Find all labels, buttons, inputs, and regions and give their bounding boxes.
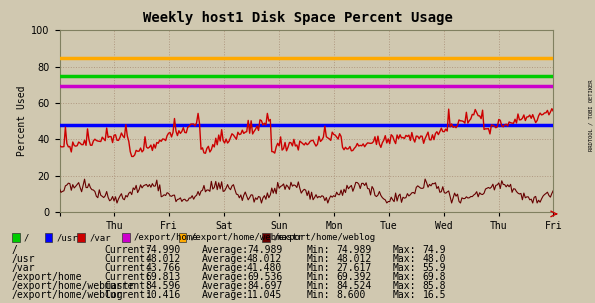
Text: 43.766: 43.766 [146,263,181,273]
Text: Max:: Max: [393,281,416,291]
Text: 74.9: 74.9 [422,245,446,255]
Text: Average:: Average: [202,263,249,273]
Text: 11.045: 11.045 [247,290,282,301]
Text: 10.416: 10.416 [146,290,181,301]
Text: /export/home: /export/home [12,272,82,282]
Text: 74.989: 74.989 [247,245,282,255]
Text: 84.524: 84.524 [336,281,371,291]
Text: Average:: Average: [202,245,249,255]
Text: 74.989: 74.989 [336,245,371,255]
Text: /: / [12,245,18,255]
Text: Min:: Min: [306,272,330,282]
Text: Weekly host1 Disk Space Percent Usage: Weekly host1 Disk Space Percent Usage [143,11,452,25]
Text: /usr: /usr [57,233,78,242]
Text: 16.5: 16.5 [422,290,446,301]
Text: 55.9: 55.9 [422,263,446,273]
Text: 84.596: 84.596 [146,281,181,291]
Text: Min:: Min: [306,254,330,264]
Text: 85.8: 85.8 [422,281,446,291]
Text: Max:: Max: [393,245,416,255]
Text: Min:: Min: [306,245,330,255]
Text: 48.012: 48.012 [247,254,282,264]
Text: 69.536: 69.536 [247,272,282,282]
Text: /var: /var [89,233,111,242]
Text: Max:: Max: [393,254,416,264]
Text: RRDTOOL / TOBI OETIKER: RRDTOOL / TOBI OETIKER [588,79,593,151]
Text: 8.600: 8.600 [336,290,365,301]
Text: 84.697: 84.697 [247,281,282,291]
Text: Min:: Min: [306,281,330,291]
Text: Current:: Current: [104,254,151,264]
Text: Current:: Current: [104,245,151,255]
Text: Current:: Current: [104,272,151,282]
Text: 48.012: 48.012 [146,254,181,264]
Text: 41.480: 41.480 [247,263,282,273]
Text: Average:: Average: [202,272,249,282]
Text: Max:: Max: [393,272,416,282]
Text: Average:: Average: [202,290,249,301]
Text: /export/home/webmastr: /export/home/webmastr [190,233,303,242]
Text: 74.990: 74.990 [146,245,181,255]
Text: /export/home: /export/home [134,233,198,242]
Text: Min:: Min: [306,290,330,301]
Text: Min:: Min: [306,263,330,273]
Text: 48.0: 48.0 [422,254,446,264]
Text: 69.813: 69.813 [146,272,181,282]
Text: 69.392: 69.392 [336,272,371,282]
Text: Current:: Current: [104,290,151,301]
Text: Max:: Max: [393,290,416,301]
Y-axis label: Percent Used: Percent Used [17,86,27,156]
Text: Current:: Current: [104,263,151,273]
Text: /usr: /usr [12,254,35,264]
Text: Max:: Max: [393,263,416,273]
Text: 27.617: 27.617 [336,263,371,273]
Text: Current:: Current: [104,281,151,291]
Text: Average:: Average: [202,254,249,264]
Text: 69.8: 69.8 [422,272,446,282]
Text: /var: /var [12,263,35,273]
Text: /: / [24,233,29,242]
Text: /export/home/weblog: /export/home/weblog [274,233,376,242]
Text: /export/home/webmastr: /export/home/webmastr [12,281,135,291]
Text: Average:: Average: [202,281,249,291]
Text: 48.012: 48.012 [336,254,371,264]
Text: /export/home/weblog: /export/home/weblog [12,290,124,301]
